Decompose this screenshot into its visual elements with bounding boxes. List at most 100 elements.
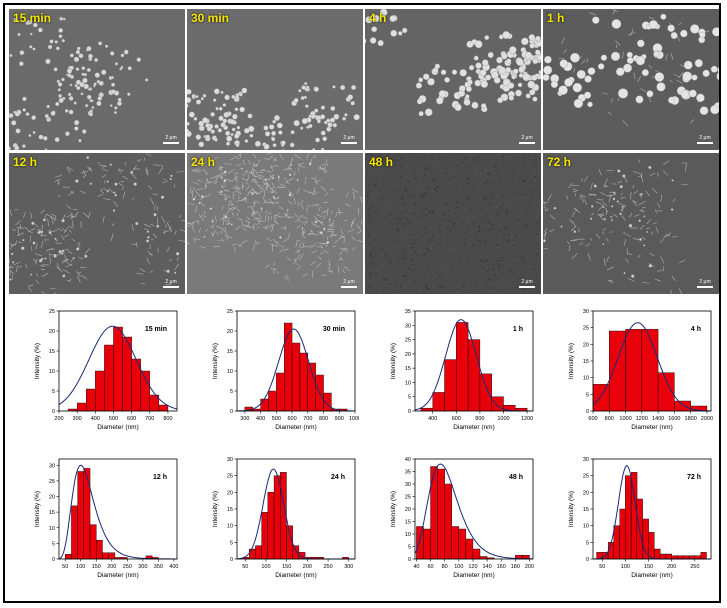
scale-bar: 2 μm <box>163 279 179 288</box>
y-tick-label: 15 <box>227 507 233 513</box>
sem-time-label: 72 h <box>547 155 572 169</box>
x-tick-label: 40 <box>413 564 419 570</box>
histogram-bar <box>108 552 116 560</box>
sem-time-label: 4 h <box>369 11 387 25</box>
sem-image-panel: 15 min 2 μm <box>9 9 185 150</box>
y-tick-label: 5 <box>586 392 589 398</box>
x-tick-label: 1000 <box>497 416 509 422</box>
fit-curve <box>592 322 711 412</box>
sem-micrograph <box>9 9 185 150</box>
y-tick-label: 5 <box>408 395 411 401</box>
y-tick-label: 25 <box>583 474 589 480</box>
x-tick-label: 1200 <box>521 416 533 422</box>
y-axis-label: Intensity (%) <box>34 491 41 527</box>
sem-time-label: 15 min <box>13 11 52 25</box>
x-tick-label: 700 <box>145 416 154 422</box>
histogram-bar <box>249 548 256 560</box>
histogram-chart: 50 100 150 200 250 300 0 5 10 15 20 25 30 Diameter (n… <box>212 457 356 579</box>
histogram-bar <box>299 352 309 412</box>
scale-bar: 2 μm <box>163 135 179 144</box>
y-tick-label: 5 <box>52 541 55 547</box>
x-axis-label: Diameter (nm) <box>453 572 495 579</box>
histogram-bar <box>437 468 445 560</box>
y-tick-label: 5 <box>586 540 589 546</box>
histogram-bar <box>451 526 460 560</box>
histogram-chart: 50 100 150 200 250 300 350 400 0 5 10 15 20 25 30 Diame… <box>34 458 178 579</box>
y-tick-label: 10 <box>405 380 411 386</box>
scale-bar: 2 μm <box>341 135 357 144</box>
histogram-bar <box>467 339 481 412</box>
y-tick-label: 15 <box>405 520 411 526</box>
y-tick-label: 15 <box>583 359 589 365</box>
x-tick-label: 1400 <box>652 416 664 422</box>
y-tick-label: 0 <box>408 557 411 563</box>
x-tick-label: 1800 <box>685 416 697 422</box>
x-axis-label: Diameter (nm) <box>275 572 317 579</box>
histogram-bar <box>458 528 467 560</box>
x-tick-label: 150 <box>282 564 291 570</box>
y-tick-label: 5 <box>52 389 55 395</box>
histogram-chart: 50 100 150 200 250 0 5 10 15 20 25 30 Diameter (nm) I… <box>568 457 712 579</box>
histogram-bar <box>659 553 666 560</box>
x-tick-label: 140 <box>482 564 491 570</box>
histogram-bar <box>95 370 105 412</box>
sem-time-label: 30 min <box>191 11 230 25</box>
scale-bar-line <box>697 286 713 288</box>
x-tick-label: 250 <box>690 564 699 570</box>
y-tick-label: 25 <box>49 309 55 315</box>
x-tick-label: 60 <box>427 564 433 570</box>
x-tick-label: 300 <box>73 416 82 422</box>
y-tick-label: 30 <box>583 309 589 315</box>
histogram-bar <box>77 471 85 560</box>
histogram-bar <box>654 548 661 560</box>
sem-image-panel: 1 h 2 μm <box>543 9 719 150</box>
sem-time-label: 24 h <box>191 155 216 169</box>
histogram-bar <box>96 540 103 560</box>
x-tick-label: 150 <box>92 564 101 570</box>
sem-time-label: 1 h <box>547 11 565 25</box>
y-axis-label: Intensity (%) <box>390 491 397 527</box>
sem-micrograph <box>543 153 719 294</box>
histogram-bar <box>104 344 114 412</box>
x-tick-label: 400 <box>169 564 178 570</box>
histogram-bar <box>609 330 626 412</box>
scale-bar-line <box>341 286 357 288</box>
histogram-bar <box>491 396 504 412</box>
histogram-bar <box>641 329 659 412</box>
x-tick-label: 50 <box>62 564 68 570</box>
x-tick-label: 700 <box>303 416 312 422</box>
histogram-bar <box>140 370 150 412</box>
histogram-title: 1 h <box>513 326 523 333</box>
x-tick-label: 600 <box>588 416 597 422</box>
x-tick-label: 50 <box>242 564 248 570</box>
y-tick-label: 25 <box>227 309 233 315</box>
histogram-grid: 200 300 400 500 600 700 800 0 5 10 15 20 25 Diameter … <box>9 297 719 601</box>
histogram-bar <box>444 483 452 560</box>
x-tick-label: 120 <box>468 564 477 570</box>
x-axis-label: Diameter (nm) <box>631 424 673 431</box>
histogram-bar <box>432 392 445 412</box>
x-tick-label: 300 <box>344 564 353 570</box>
histogram-bar <box>102 552 109 560</box>
histogram-bar <box>292 545 300 560</box>
x-tick-label: 900 <box>335 416 344 422</box>
x-tick-label: 600 <box>452 416 461 422</box>
scale-bar-label: 2 μm <box>165 279 177 285</box>
histogram-bar <box>268 390 277 412</box>
x-tick-label: 800 <box>475 416 484 422</box>
histogram-bar <box>420 407 433 412</box>
y-tick-label: 30 <box>405 323 411 329</box>
x-axis-label: Diameter (nm) <box>97 424 139 431</box>
x-tick-label: 2000 <box>701 416 713 422</box>
histogram-bar <box>291 342 301 412</box>
histogram-bar <box>625 475 632 560</box>
histogram-bar <box>619 508 626 560</box>
y-tick-label: 20 <box>227 490 233 496</box>
scale-bar: 2 μm <box>519 279 535 288</box>
x-tick-label: 250 <box>123 564 132 570</box>
x-tick-label: 200 <box>525 564 534 570</box>
sem-micrograph <box>365 9 541 150</box>
scale-bar-label: 2 μm <box>343 279 355 285</box>
histogram-chart: 300 400 500 600 700 800 900 1000 0 5 10 15 20 25 Diame… <box>212 309 359 431</box>
x-tick-label: 80 <box>442 564 448 570</box>
